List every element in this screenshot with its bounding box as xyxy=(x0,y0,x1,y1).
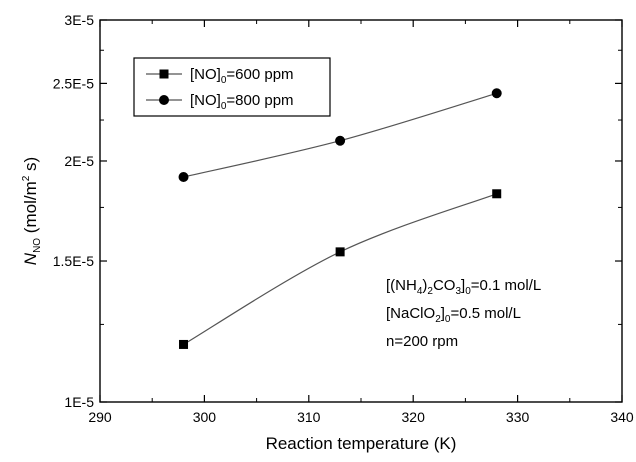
series-markers xyxy=(178,88,502,349)
series-1-point xyxy=(492,189,502,199)
series-2-point xyxy=(178,171,189,182)
y-axis-label-part: NO xyxy=(32,238,43,253)
x-tick-label: 310 xyxy=(297,409,321,425)
legend-box xyxy=(133,57,331,117)
y-tick-label: 3E-5 xyxy=(64,12,94,28)
y-axis-label-part: s) xyxy=(21,157,40,176)
legend-marker xyxy=(159,69,169,79)
x-tick-label: 300 xyxy=(193,409,217,425)
annotation-line-2: [NaClO2]0=0.5 mol/L xyxy=(386,305,521,325)
y-axis-label: NNO (mol/m2 s) xyxy=(21,157,43,265)
x-tick-label: 330 xyxy=(506,409,530,425)
x-tick-label: 290 xyxy=(88,409,112,425)
y-tick-label: 1.5E-5 xyxy=(53,253,94,269)
x-tick-label: 340 xyxy=(610,409,634,425)
x-tick-label: 320 xyxy=(402,409,426,425)
series-2-point xyxy=(335,135,346,146)
plot-frame xyxy=(99,19,623,403)
annotation-line-1: [(NH4)2CO3]0=0.1 mol/L xyxy=(386,277,541,297)
y-tick-label: 2.5E-5 xyxy=(53,75,94,91)
series-2-point xyxy=(491,88,502,99)
series-1-point xyxy=(179,339,189,349)
annotation-line-3: n=200 rpm xyxy=(386,333,458,350)
tick-labels: 290 300 310 320 330 340 1E-5 1.5E-5 2E-5 2.5E-5 3E… xyxy=(53,12,634,425)
legend-entry-2: [NO]0=800 ppm xyxy=(190,92,294,112)
y-axis-label-part: (mol/m xyxy=(21,181,40,238)
series-1-point xyxy=(335,247,345,257)
y-tick-label: 2E-5 xyxy=(64,153,94,169)
x-axis-label: Reaction temperature (K) xyxy=(266,434,457,453)
legend: [NO]0=600 ppm [NO]0=800 ppm xyxy=(133,57,331,117)
y-axis-label-part: 2 xyxy=(21,175,32,181)
legend-marker xyxy=(159,95,169,105)
y-axis-label-part: N xyxy=(21,252,40,265)
y-tick-label: 1E-5 xyxy=(64,394,94,410)
annotation-block: [(NH4)2CO3]0=0.1 mol/L [NaClO2]0=0.5 mol/… xyxy=(386,277,541,350)
legend-entry-1: [NO]0=600 ppm xyxy=(190,66,294,86)
